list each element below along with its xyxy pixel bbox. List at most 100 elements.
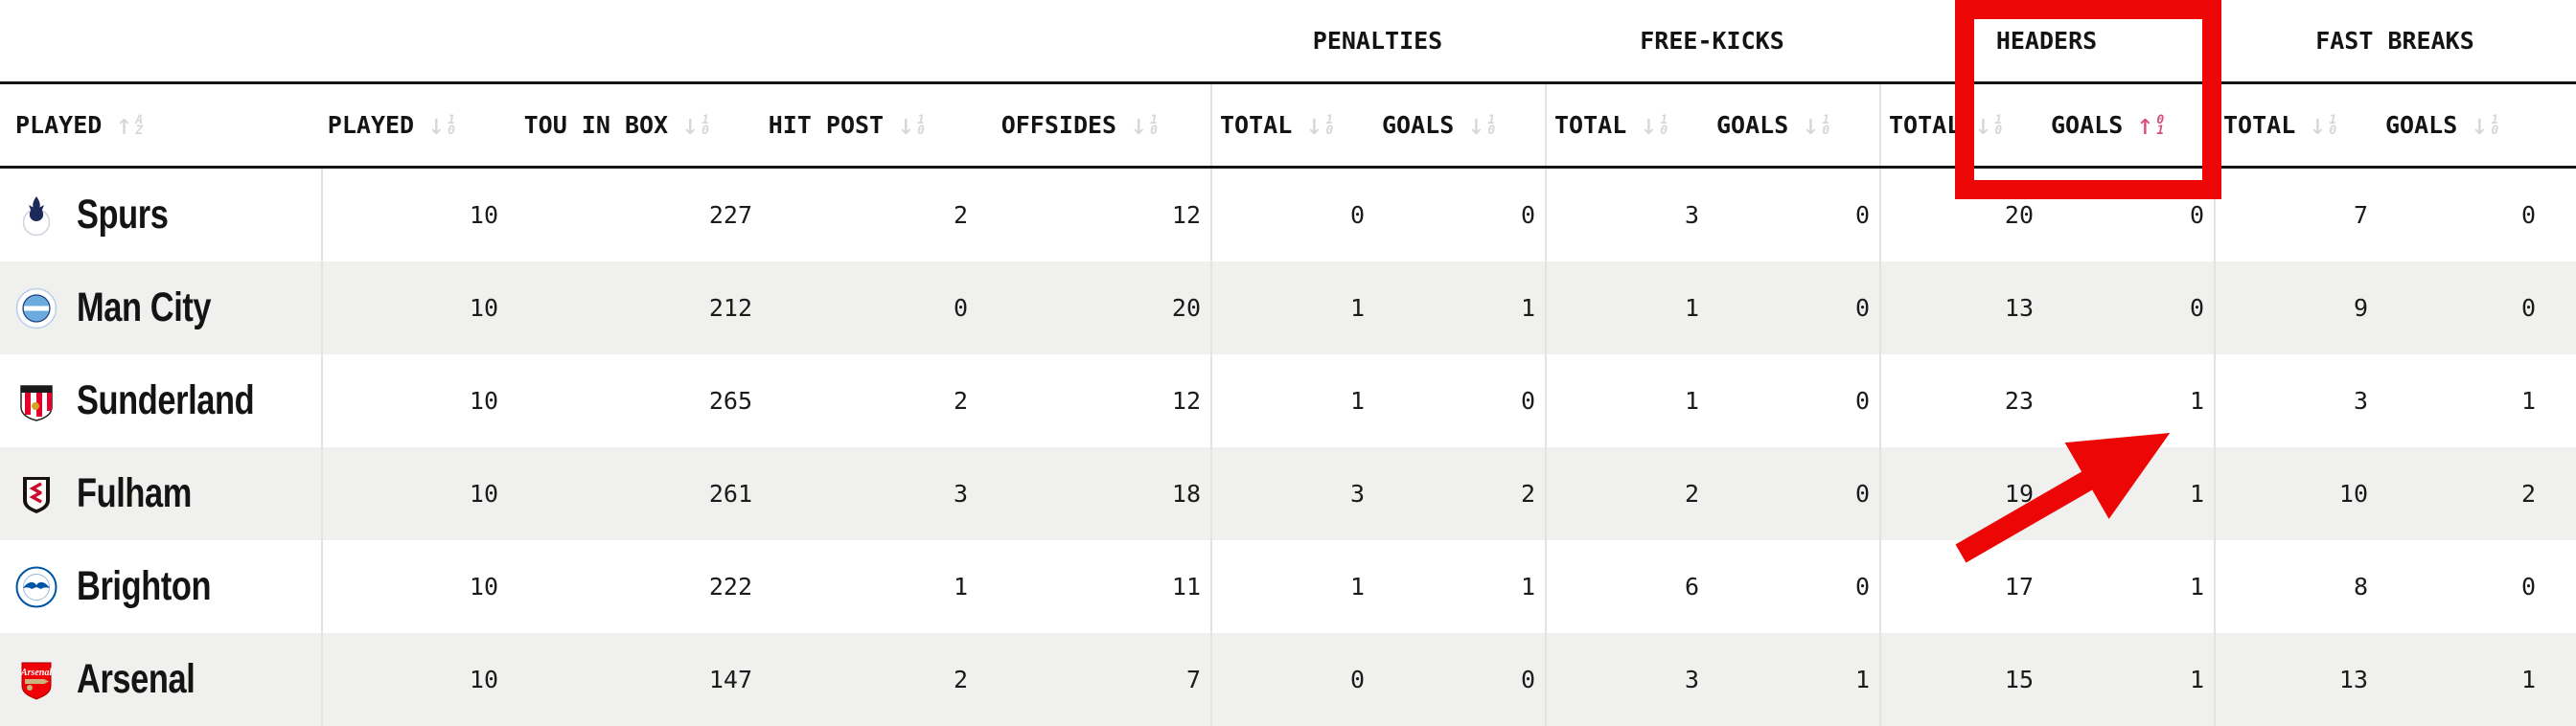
table-row-man-city[interactable]: Man City 10 212 0 20 1 1 1 0 13 0 9 0: [0, 261, 2576, 354]
top-rule: [0, 81, 2576, 84]
sort-desc-icon[interactable]: ↓ 1 0: [1974, 107, 2003, 142]
cell-penalties-total: 0: [1210, 169, 1374, 261]
cell-free-kicks-total: 1: [1545, 354, 1709, 447]
team-name: Fulham: [77, 470, 192, 516]
cell-hit-post: 2: [953, 201, 968, 229]
cell-headers-goals: 1: [2189, 573, 2204, 601]
col-header-hit-post[interactable]: HIT POST ↓ 1 0: [768, 107, 925, 142]
spurs-crest-icon: [22, 195, 51, 236]
group-title-free-kicks: FREE-KICKS: [1640, 27, 1784, 55]
cell-offsides: 7: [1185, 666, 1201, 693]
cell-tou-in-box: 261: [708, 480, 752, 508]
col-header-penalties-total[interactable]: TOTAL ↓ 1 0: [1210, 84, 1374, 166]
cell-headers-total: 19: [1879, 447, 2043, 540]
sort-desc-icon[interactable]: ↓ 1 0: [1802, 107, 1830, 142]
col-header-tou-in-box[interactable]: TOU IN BOX ↓ 1 0: [523, 107, 709, 142]
cell-penalties-goals: 0: [1520, 387, 1535, 415]
cell-headers-total: 15: [1879, 633, 2043, 726]
cell-free-kicks-total: 6: [1545, 540, 1709, 633]
cell-fast-breaks-goals: 0: [2520, 573, 2536, 601]
cell-free-kicks-goals: 0: [1854, 480, 1870, 508]
sort-active-ascending-icon[interactable]: ↑ 0 1: [2136, 107, 2165, 142]
svg-text:Arsenal: Arsenal: [20, 668, 52, 678]
table-row-arsenal[interactable]: Arsenal Arsenal 10 147 2 7 0 0 3 1 15 1 …: [0, 633, 2576, 726]
col-header-free-kicks-goals[interactable]: GOALS ↓ 1 0: [1716, 107, 1830, 142]
col-header-played[interactable]: PLAYED ↓ 1 0: [327, 107, 455, 142]
sort-desc-icon[interactable]: ↓ 1 0: [2309, 107, 2337, 142]
cell-offsides: 11: [1171, 573, 1201, 601]
team-name: Sunderland: [77, 377, 255, 423]
table-row-sunderland[interactable]: Sunderland 10 265 2 12 1 0 1 0 23 1 3 1: [0, 354, 2576, 447]
sort-alpha-icon[interactable]: ↑ A Z: [115, 107, 144, 142]
team-cell: Spurs: [0, 169, 321, 261]
col-header-offsides[interactable]: OFFSIDES ↓ 1 0: [1000, 107, 1158, 142]
cell-headers-total: 23: [1879, 354, 2043, 447]
cell-tou-in-box: 147: [708, 666, 752, 693]
sort-desc-icon[interactable]: ↓ 1 0: [427, 107, 455, 142]
cell-played: 10: [321, 354, 508, 447]
cell-offsides: 20: [1171, 294, 1201, 322]
cell-played: 10: [321, 169, 508, 261]
cell-penalties-total: 3: [1210, 447, 1374, 540]
col-header-played-alpha[interactable]: PLAYED ↑ A Z: [15, 107, 144, 142]
cell-fast-breaks-total: 7: [2214, 169, 2378, 261]
cell-free-kicks-total: 2: [1545, 447, 1709, 540]
sort-desc-icon[interactable]: ↓ 1 0: [1467, 107, 1496, 142]
cell-tou-in-box: 265: [708, 387, 752, 415]
table-row-brighton[interactable]: Brighton 10 222 1 11 1 1 6 0 17 1 8 0: [0, 540, 2576, 633]
sort-desc-icon[interactable]: ↓ 1 0: [1305, 107, 1334, 142]
cell-fast-breaks-total: 13: [2214, 633, 2378, 726]
cell-fast-breaks-goals: 1: [2520, 387, 2536, 415]
group-title-fast-breaks: FAST BREAKS: [2315, 27, 2474, 55]
arsenal-crest-icon: Arsenal: [20, 662, 52, 700]
column-header-row: PLAYED ↑ A Z PLAYED ↓ 1 0 TOU IN BOX ↓ 1 0 HIT…: [0, 84, 2576, 166]
cell-played: 10: [321, 447, 508, 540]
col-header-headers-total[interactable]: TOTAL ↓ 1 0: [1879, 84, 2043, 166]
cell-headers-goals: 1: [2189, 387, 2204, 415]
group-title-headers: HEADERS: [1995, 27, 2098, 55]
team-cell: Brighton: [0, 540, 321, 633]
cell-offsides: 12: [1171, 387, 1201, 415]
cell-fast-breaks-total: 9: [2214, 261, 2378, 354]
table-row-fulham[interactable]: Fulham 10 261 3 18 3 2 2 0 19 1 10 2: [0, 447, 2576, 540]
cell-hit-post: 1: [953, 573, 968, 601]
cell-penalties-goals: 2: [1520, 480, 1535, 508]
col-header-fast-breaks-goals[interactable]: GOALS ↓ 1 0: [2385, 107, 2499, 142]
cell-fast-breaks-goals: 0: [2520, 201, 2536, 229]
cell-tou-in-box: 212: [708, 294, 752, 322]
cell-penalties-goals: 0: [1520, 666, 1535, 693]
cell-played: 10: [321, 540, 508, 633]
sort-desc-icon[interactable]: ↓ 1 0: [2471, 107, 2499, 142]
col-header-free-kicks-total[interactable]: TOTAL ↓ 1 0: [1545, 84, 1709, 166]
cell-free-kicks-goals: 0: [1854, 294, 1870, 322]
cell-free-kicks-goals: 0: [1854, 201, 1870, 229]
cell-free-kicks-total: 3: [1545, 633, 1709, 726]
cell-headers-goals: 1: [2189, 480, 2204, 508]
col-header-fast-breaks-total[interactable]: TOTAL ↓ 1 0: [2214, 84, 2378, 166]
group-header-row: PENALTIES FREE-KICKS HEADERS FAST BREAKS: [0, 0, 2576, 81]
team-cell: Sunderland: [0, 354, 321, 447]
cell-penalties-goals: 0: [1520, 201, 1535, 229]
team-cell: Arsenal Arsenal: [0, 633, 321, 726]
table-row-spurs[interactable]: Spurs 10 227 2 12 0 0 3 0 20 0 7 0: [0, 169, 2576, 261]
cell-penalties-goals: 1: [1520, 573, 1535, 601]
cell-free-kicks-total: 3: [1545, 169, 1709, 261]
sort-desc-icon[interactable]: ↓ 1 0: [1130, 107, 1158, 142]
sort-desc-icon[interactable]: ↓ 1 0: [897, 107, 925, 142]
cell-fast-breaks-goals: 2: [2520, 480, 2536, 508]
cell-penalties-goals: 1: [1520, 294, 1535, 322]
cell-penalties-total: 1: [1210, 354, 1374, 447]
col-header-penalties-goals[interactable]: GOALS ↓ 1 0: [1382, 107, 1496, 142]
cell-headers-total: 17: [1879, 540, 2043, 633]
team-name: Man City: [77, 284, 212, 330]
cell-fast-breaks-total: 8: [2214, 540, 2378, 633]
col-header-headers-goals[interactable]: GOALS ↑ 0 1: [2051, 107, 2165, 142]
man-city-crest-icon: [15, 287, 58, 329]
team-cell: Fulham: [0, 447, 321, 540]
sort-desc-icon[interactable]: ↓ 1 0: [681, 107, 709, 142]
brighton-crest-icon: [15, 566, 58, 607]
table-body: Spurs 10 227 2 12 0 0 3 0 20 0 7 0 Man C…: [0, 169, 2576, 726]
sort-desc-icon[interactable]: ↓ 1 0: [1640, 107, 1668, 142]
cell-free-kicks-total: 1: [1545, 261, 1709, 354]
cell-hit-post: 0: [953, 294, 968, 322]
